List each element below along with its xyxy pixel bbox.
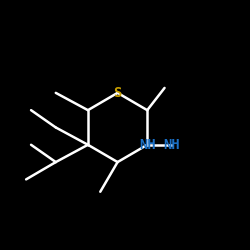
Text: NH: NH xyxy=(164,138,180,152)
Text: NH: NH xyxy=(139,138,156,152)
Text: S: S xyxy=(114,86,122,100)
